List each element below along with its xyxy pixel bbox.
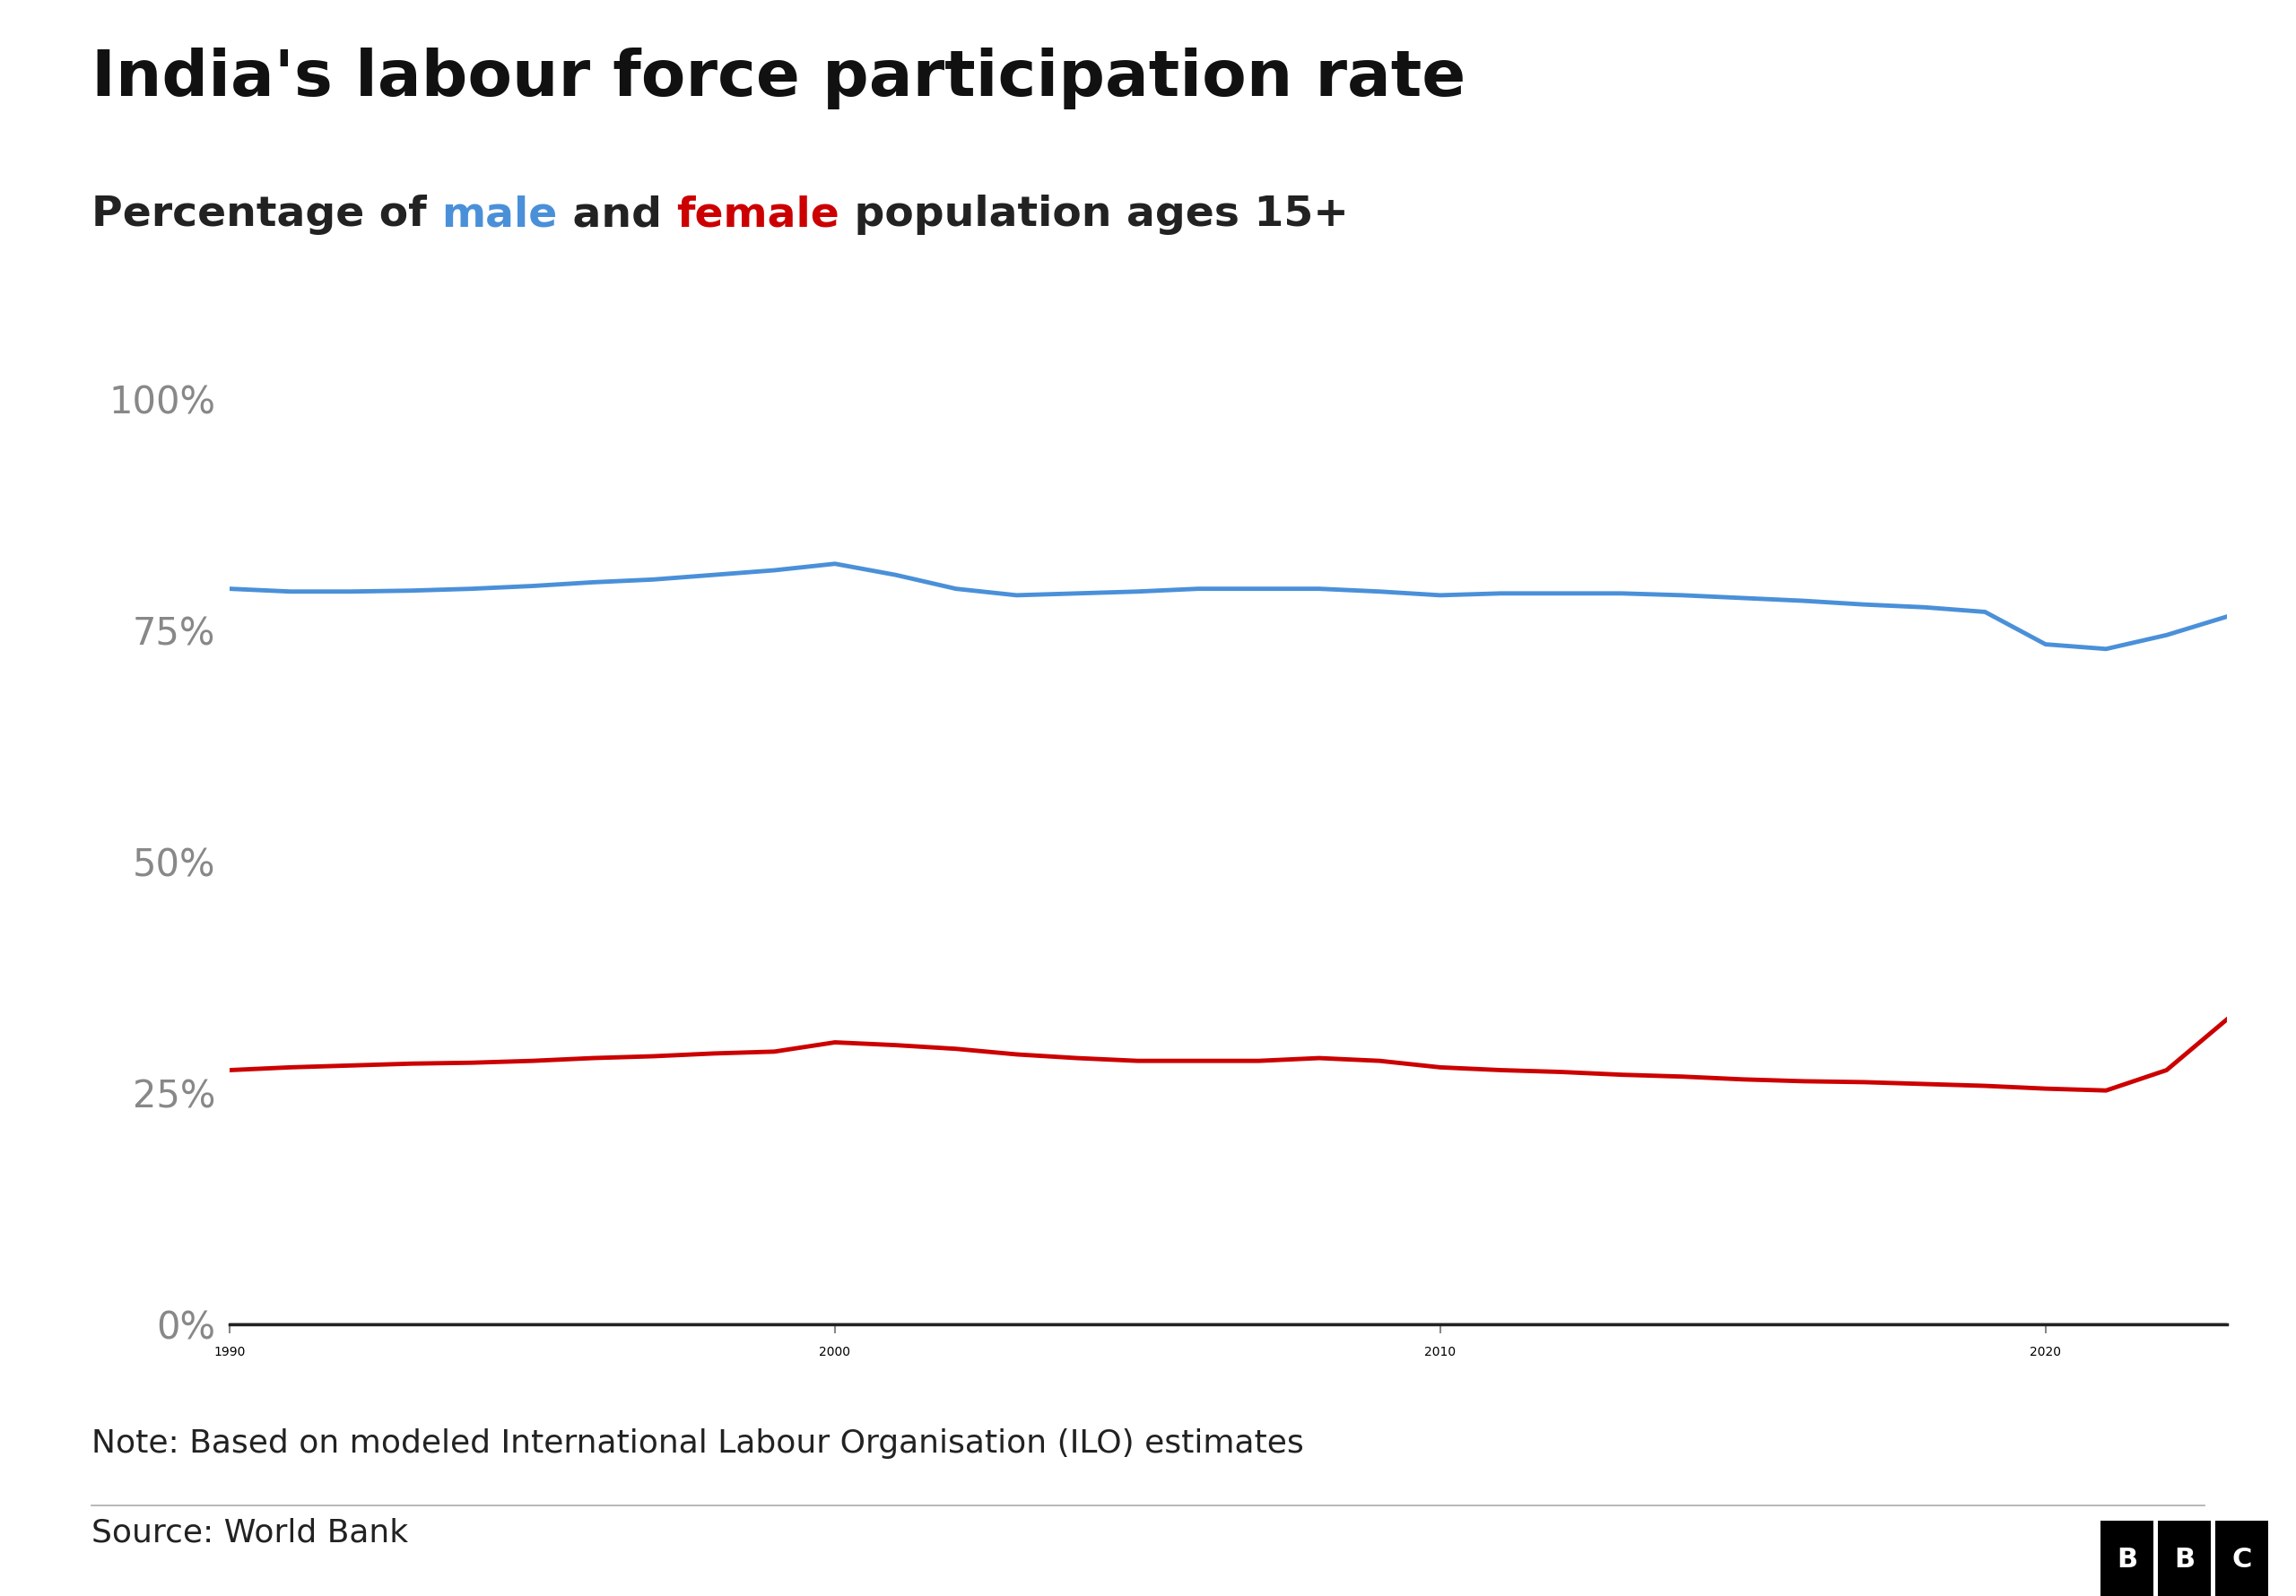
Text: C: C: [2232, 1547, 2252, 1572]
Text: Note: Based on modeled International Labour Organisation (ILO) estimates: Note: Based on modeled International Lab…: [92, 1428, 1304, 1459]
Text: and: and: [558, 195, 677, 235]
Bar: [2101, 1521, 2154, 1596]
Bar: [2216, 1521, 2268, 1596]
Text: B: B: [2174, 1547, 2195, 1572]
Text: B: B: [2117, 1547, 2138, 1572]
Text: India's labour force participation rate: India's labour force participation rate: [92, 48, 1467, 110]
Text: population ages 15+: population ages 15+: [840, 195, 1348, 235]
Bar: [2158, 1521, 2211, 1596]
Text: female: female: [677, 195, 840, 235]
Text: Source: World Bank: Source: World Bank: [92, 1518, 409, 1548]
Text: male: male: [441, 195, 558, 235]
Text: Percentage of: Percentage of: [92, 195, 441, 235]
